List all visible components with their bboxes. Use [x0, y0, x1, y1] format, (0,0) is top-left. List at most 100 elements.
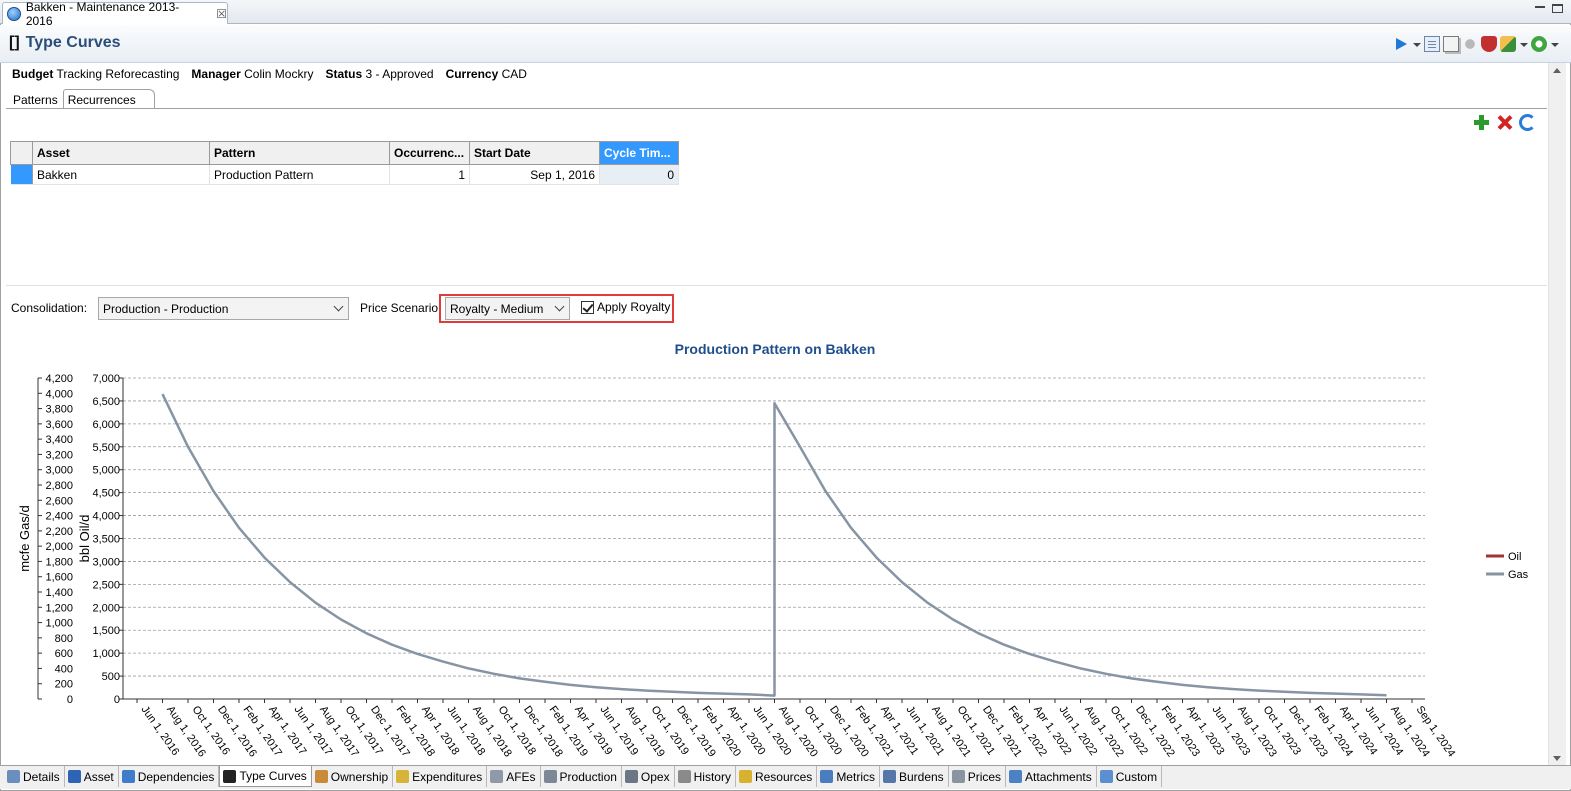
bottom-tab-asset[interactable]: Asset	[65, 766, 119, 787]
bottom-tab-production[interactable]: Production	[541, 766, 622, 787]
delete-icon[interactable]	[1496, 114, 1513, 131]
bottom-tab-afes[interactable]: AFEs	[487, 766, 541, 787]
y2-tick-label: 1,800	[45, 556, 73, 568]
row-header-corner[interactable]	[10, 141, 33, 165]
bottom-tab-attachments[interactable]: Attachments	[1006, 766, 1097, 787]
row-selector[interactable]	[10, 164, 33, 185]
y1-tick-label: 4,500	[92, 488, 120, 500]
bottom-tab-ownership[interactable]: Ownership	[312, 766, 394, 787]
bottom-tab-burdens[interactable]: Burdens	[880, 766, 949, 787]
bottom-tab-label: Custom	[1115, 769, 1158, 784]
bottom-tab-label: Ownership	[330, 769, 389, 784]
y2-tick-label: 1,400	[45, 587, 73, 599]
cell-occurrences[interactable]: 1	[389, 164, 470, 185]
y1-tick-label: 5,000	[92, 465, 120, 477]
handshake-icon	[314, 770, 328, 783]
y2-tick-label: 600	[55, 648, 73, 660]
y2-tick-label: 2,600	[45, 495, 73, 507]
disabled-tool-icon[interactable]	[1462, 36, 1478, 52]
lock-icon[interactable]	[1481, 36, 1497, 52]
person-icon	[67, 770, 81, 783]
y2-tick-label: 0	[67, 694, 73, 706]
apply-royalty-checkbox[interactable]	[581, 301, 594, 314]
scroll-up-icon[interactable]	[1553, 68, 1561, 73]
consolidation-select[interactable]: Production - Production	[98, 297, 349, 320]
gears-blue-icon	[882, 770, 896, 783]
consolidation-label: Consolidation:	[11, 301, 88, 315]
scroll-down-icon[interactable]	[1553, 756, 1561, 761]
copy-icon[interactable]	[1443, 36, 1459, 52]
maximize-icon[interactable]	[1552, 4, 1563, 13]
y1-tick-label: 4,000	[92, 511, 120, 523]
table-row[interactable]: Bakken Production Pattern 1 Sep 1, 2016 …	[10, 164, 679, 185]
cell-asset[interactable]: Bakken	[32, 164, 210, 185]
table-header-row: Asset Pattern Occurrenc... Start Date Cy…	[10, 141, 679, 165]
y2-axis-label: mcfe Gas/d	[17, 505, 32, 571]
y1-tick-label: 500	[102, 671, 120, 683]
tab-divider	[6, 108, 1547, 109]
grid-actions	[1473, 114, 1536, 131]
run-dropdown-icon[interactable]	[1412, 36, 1421, 52]
table-icon	[820, 770, 834, 783]
workflow-dropdown-icon[interactable]	[1519, 36, 1528, 52]
bottom-tab-label: Type Curves	[239, 769, 307, 783]
bottom-tab-label: Expenditures	[412, 769, 483, 784]
tab-patterns[interactable]: Patterns	[13, 93, 58, 107]
column-header-start-date[interactable]: Start Date	[469, 141, 600, 165]
vertical-scrollbar[interactable]	[1548, 63, 1566, 766]
apply-royalty-label[interactable]: Apply Royalty	[597, 300, 671, 314]
barrel-icon	[543, 770, 557, 783]
cell-pattern[interactable]: Production Pattern	[209, 164, 390, 185]
y2-tick-label: 2,800	[45, 480, 73, 492]
section-divider	[6, 285, 1547, 286]
add-icon[interactable]	[1473, 114, 1490, 131]
bottom-tab-custom[interactable]: Custom	[1097, 766, 1163, 787]
column-header-cycle-time[interactable]: Cycle Tim...	[599, 141, 679, 165]
bottom-tab-resources[interactable]: Resources	[736, 766, 818, 787]
y1-tick-label: 6,000	[92, 419, 120, 431]
refresh-icon[interactable]	[1531, 36, 1547, 52]
y2-tick-label: 3,400	[45, 434, 73, 446]
y1-tick-label: 5,500	[92, 442, 120, 454]
tab-recurrences[interactable]: Recurrences	[62, 89, 155, 109]
manager-value: Colin Mockry	[244, 67, 314, 81]
column-header-asset[interactable]: Asset	[32, 141, 210, 165]
column-header-pattern[interactable]: Pattern	[209, 141, 390, 165]
bottom-tab-expenditures[interactable]: Expenditures	[393, 766, 488, 787]
y2-tick-label: 200	[55, 679, 73, 691]
workflow-icon[interactable]	[1500, 36, 1516, 52]
refresh-dropdown-icon[interactable]	[1550, 36, 1559, 52]
refresh-grid-icon[interactable]	[1519, 114, 1536, 131]
column-header-occurrences[interactable]: Occurrenc...	[389, 141, 470, 165]
production-chart: Production Pattern on Bakken 0 500 1,000 1,5…	[17, 341, 1529, 759]
bottom-tab-type-curves[interactable]: Type Curves	[219, 766, 312, 787]
type-curves-icon: []	[9, 34, 20, 51]
report-icon[interactable]	[1424, 36, 1440, 52]
tab-close-icon[interactable]: ☒	[216, 6, 227, 21]
bottom-tab-opex[interactable]: Opex	[622, 766, 675, 787]
bottom-tab-prices[interactable]: Prices	[949, 766, 1007, 787]
cell-start-date[interactable]: Sep 1, 2016	[469, 164, 600, 185]
gears-icon	[624, 770, 638, 783]
bottom-tab-label: Attachments	[1025, 769, 1092, 784]
y2-tick-label: 3,200	[45, 449, 73, 461]
y2-tick-label: 1,200	[45, 602, 73, 614]
price-scenario-value: Royalty - Medium	[450, 302, 544, 316]
minimize-icon[interactable]	[1535, 4, 1547, 14]
details-icon	[7, 770, 20, 783]
y1-tick-label: 2,000	[92, 602, 120, 614]
run-icon[interactable]	[1393, 36, 1409, 52]
y2-tick-label: 1,000	[45, 618, 73, 630]
recurrences-table: Asset Pattern Occurrenc... Start Date Cy…	[10, 141, 679, 185]
y2-tick-label: 800	[55, 633, 73, 645]
editor-tab[interactable]: Bakken - Maintenance 2013-2016 ☒	[2, 0, 228, 28]
price-scenario-select[interactable]: Royalty - Medium	[445, 297, 570, 320]
cell-cycle-time[interactable]: 0	[599, 164, 679, 185]
y2-tick-label: 4,000	[45, 388, 73, 400]
y2-tick-label: 4,200	[45, 373, 73, 385]
bottom-tab-details[interactable]: Details	[4, 766, 65, 787]
bottom-tab-dependencies[interactable]: Dependencies	[119, 766, 220, 787]
bottom-tab-history[interactable]: History	[675, 766, 736, 787]
bottom-tab-metrics[interactable]: Metrics	[817, 766, 880, 787]
y1-tick-label: 7,000	[92, 373, 120, 385]
